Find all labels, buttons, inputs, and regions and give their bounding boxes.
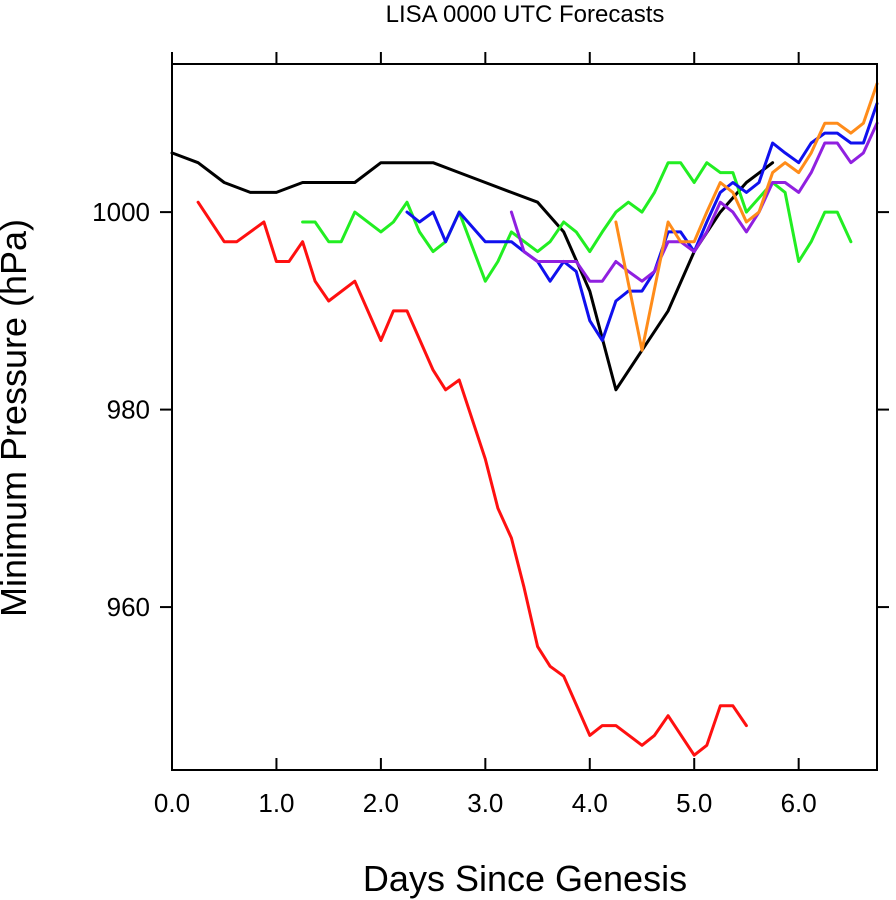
y-axis-label: Minimum Pressure (hPa) — [0, 219, 34, 617]
series-line-5 — [509, 121, 879, 283]
tick-labels: 0.0 1.0 2.0 3.0 4.0 5.0 6.0 960 980 1000 — [92, 197, 817, 818]
chart-title: LISA 0000 UTC Forecasts — [386, 1, 665, 28]
x-tick-label: 2.0 — [363, 788, 399, 818]
series-line-4 — [405, 102, 879, 342]
x-tick-label: 1.0 — [258, 788, 294, 818]
tick-marks — [160, 52, 889, 770]
x-tick-label: 4.0 — [572, 788, 608, 818]
x-tick-label: 6.0 — [781, 788, 817, 818]
y-tick-label: 980 — [107, 395, 150, 425]
y-tick-label: 960 — [107, 592, 150, 622]
series-line-2 — [196, 200, 748, 757]
series-line-6 — [614, 82, 879, 352]
plot-frame — [171, 63, 878, 771]
series-line-1 — [170, 151, 775, 392]
series-line-3 — [301, 161, 853, 283]
plot-border — [171, 63, 878, 771]
x-tick-label: 3.0 — [467, 788, 503, 818]
x-axis-label: Days Since Genesis — [363, 858, 687, 899]
x-tick-label: 5.0 — [676, 788, 712, 818]
plot-lines — [170, 82, 879, 757]
y-tick-label: 1000 — [92, 197, 150, 227]
x-tick-label: 0.0 — [154, 788, 190, 818]
